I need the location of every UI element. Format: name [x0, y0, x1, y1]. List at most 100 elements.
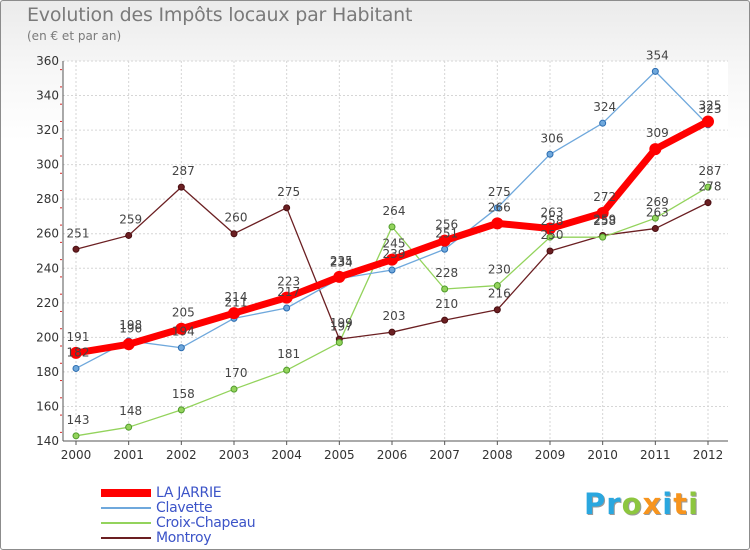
data-label-clavette: 198 — [119, 318, 142, 332]
data-label-la-jarrie: 235 — [330, 254, 353, 268]
data-point-croix-chapeau — [599, 233, 607, 241]
data-point-la-jarrie — [491, 217, 504, 230]
data-label-croix-chapeau: 258 — [593, 214, 616, 228]
data-point-montroy — [177, 183, 185, 191]
data-point-clavette — [651, 67, 659, 75]
data-point-la-jarrie — [386, 253, 398, 266]
data-label-la-jarrie: 205 — [172, 306, 195, 320]
x-tick-label: 2010 — [587, 448, 618, 462]
x-tick-label: 2005 — [324, 448, 355, 462]
data-label-clavette: 182 — [67, 345, 90, 359]
legend-label: Croix-Chapeau — [156, 515, 256, 531]
data-label-la-jarrie: 191 — [67, 330, 90, 344]
logo-letter: P — [584, 487, 607, 521]
data-label-montroy: 216 — [488, 287, 511, 301]
data-point-clavette — [441, 245, 449, 253]
data-point-croix-chapeau — [388, 223, 396, 231]
data-label-montroy: 263 — [646, 206, 669, 220]
logo-letter: i — [688, 487, 700, 521]
data-point-clavette — [546, 150, 554, 158]
y-tick-label: 280 — [36, 192, 59, 206]
data-label-la-jarrie: 214 — [225, 290, 248, 304]
data-point-montroy — [125, 231, 133, 239]
data-label-montroy: 287 — [172, 164, 195, 178]
data-point-croix-chapeau — [335, 339, 343, 347]
y-tick-label: 180 — [36, 365, 59, 379]
data-point-clavette — [493, 204, 501, 212]
data-label-clavette: 239 — [383, 247, 406, 261]
y-tick-label: 340 — [36, 89, 59, 103]
data-label-clavette: 323 — [699, 102, 722, 116]
x-tick-label: 2012 — [693, 448, 724, 462]
data-point-clavette — [599, 119, 607, 127]
data-point-la-jarrie — [228, 307, 240, 320]
y-tick-label: 140 — [36, 434, 59, 448]
y-tick-label: 200 — [36, 330, 59, 344]
data-label-croix-chapeau: 158 — [172, 387, 195, 401]
x-tick-label: 2006 — [377, 448, 408, 462]
data-label-montroy: 260 — [225, 211, 248, 225]
data-label-montroy: 203 — [383, 309, 406, 323]
data-point-la-jarrie — [596, 207, 609, 219]
data-label-croix-chapeau: 181 — [277, 347, 300, 361]
logo-letter: r — [606, 487, 622, 521]
data-point-montroy — [283, 204, 291, 212]
data-label-la-jarrie: 223 — [277, 275, 300, 289]
data-point-croix-chapeau — [704, 183, 712, 191]
proxiti-logo: Proxiti — [584, 487, 699, 521]
data-label-clavette: 251 — [435, 226, 458, 240]
data-point-la-jarrie — [649, 143, 662, 156]
data-label-croix-chapeau: 197 — [330, 320, 353, 334]
y-tick-label: 160 — [36, 399, 59, 413]
data-point-clavette — [283, 304, 291, 312]
data-point-montroy — [704, 199, 712, 207]
data-point-croix-chapeau — [283, 366, 291, 374]
x-tick-label: 2003 — [219, 448, 250, 462]
legend-label: LA JARRIE — [156, 485, 222, 501]
data-point-croix-chapeau — [651, 214, 659, 222]
data-point-montroy — [230, 230, 238, 238]
legend-swatch — [101, 522, 151, 524]
data-point-la-jarrie — [333, 270, 346, 283]
data-label-la-jarrie: 196 — [119, 321, 142, 335]
legend-label: Clavette — [156, 500, 213, 516]
data-label-clavette: 194 — [172, 325, 195, 339]
data-point-croix-chapeau — [441, 285, 449, 293]
data-label-croix-chapeau: 287 — [699, 164, 722, 178]
legend-swatch — [101, 489, 151, 497]
y-tick-label: 260 — [36, 227, 59, 241]
data-point-croix-chapeau — [125, 423, 133, 431]
chart-title: Evolution des Impôts locaux par Habitant — [27, 4, 413, 26]
data-label-croix-chapeau: 148 — [119, 404, 142, 418]
data-point-clavette — [388, 266, 396, 274]
data-label-montroy: 199 — [330, 316, 353, 330]
data-label-montroy: 275 — [277, 185, 300, 199]
logo-letter: t — [673, 487, 689, 521]
data-label-croix-chapeau: 143 — [67, 413, 90, 427]
y-tick-label: 300 — [36, 158, 59, 172]
data-label-la-jarrie: 245 — [383, 237, 406, 251]
data-label-montroy: 278 — [699, 180, 722, 194]
x-tick-label: 2002 — [166, 448, 197, 462]
data-point-croix-chapeau — [72, 432, 80, 440]
data-label-la-jarrie: 272 — [593, 190, 616, 204]
x-tick-label: 2009 — [535, 448, 566, 462]
data-label-la-jarrie: 266 — [488, 200, 511, 214]
data-point-montroy — [72, 245, 80, 253]
data-point-montroy — [651, 225, 659, 233]
data-label-clavette: 217 — [277, 285, 300, 299]
data-label-croix-chapeau: 258 — [541, 214, 564, 228]
data-point-montroy — [441, 316, 449, 324]
data-point-croix-chapeau — [493, 282, 501, 290]
data-point-croix-chapeau — [230, 385, 238, 393]
x-tick-label: 2007 — [429, 448, 460, 462]
x-tick-label: 2011 — [640, 448, 671, 462]
legend-swatch — [101, 537, 151, 539]
data-label-croix-chapeau: 269 — [646, 195, 669, 209]
data-point-la-jarrie — [438, 234, 451, 247]
y-tick-label: 220 — [36, 296, 59, 310]
data-label-clavette: 324 — [593, 100, 616, 114]
data-point-la-jarrie — [70, 346, 82, 359]
data-point-la-jarrie — [280, 291, 293, 304]
